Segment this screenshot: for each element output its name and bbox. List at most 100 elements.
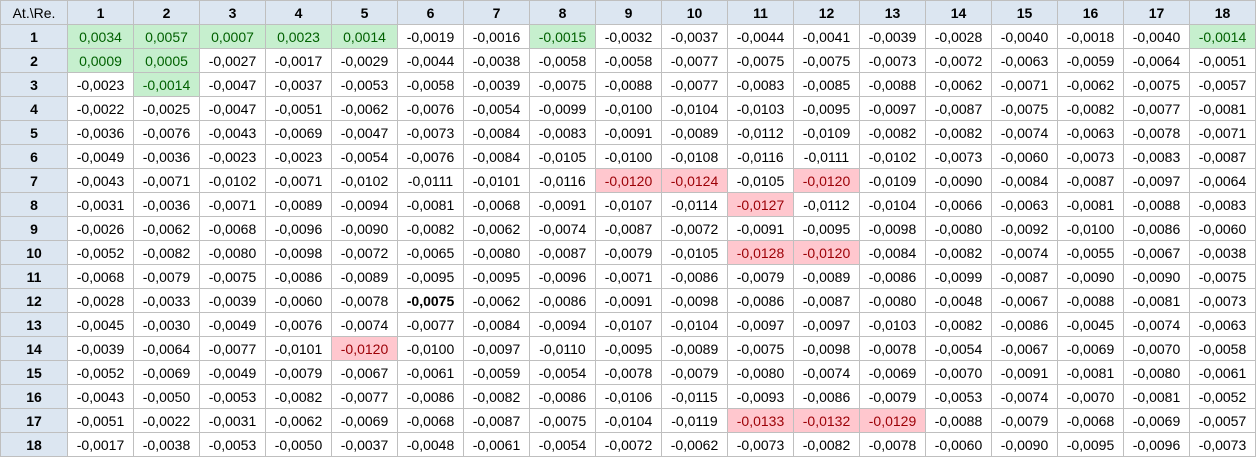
grid-cell[interactable]: -0,0080 bbox=[463, 240, 530, 265]
row-header-18[interactable]: 18 bbox=[0, 432, 68, 457]
grid-cell[interactable]: -0,0075 bbox=[529, 408, 596, 433]
grid-cell[interactable]: -0,0086 bbox=[793, 384, 860, 409]
row-header-15[interactable]: 15 bbox=[0, 360, 68, 385]
grid-cell[interactable]: -0,0077 bbox=[1123, 96, 1190, 121]
grid-cell[interactable]: -0,0081 bbox=[1123, 288, 1190, 313]
grid-cell[interactable]: -0,0100 bbox=[595, 96, 662, 121]
grid-cell[interactable]: -0,0087 bbox=[1057, 168, 1124, 193]
grid-cell[interactable]: -0,0052 bbox=[1189, 384, 1256, 409]
grid-cell[interactable]: -0,0058 bbox=[1189, 336, 1256, 361]
grid-cell[interactable]: -0,0036 bbox=[67, 120, 134, 145]
column-header-11[interactable]: 11 bbox=[727, 0, 794, 25]
grid-cell[interactable]: -0,0077 bbox=[397, 312, 464, 337]
grid-cell[interactable]: -0,0063 bbox=[1057, 120, 1124, 145]
grid-cell[interactable]: -0,0057 bbox=[1189, 408, 1256, 433]
grid-cell[interactable]: -0,0071 bbox=[1189, 120, 1256, 145]
grid-cell[interactable]: -0,0083 bbox=[1189, 192, 1256, 217]
column-header-14[interactable]: 14 bbox=[925, 0, 992, 25]
grid-cell[interactable]: -0,0069 bbox=[331, 408, 398, 433]
grid-cell[interactable]: -0,0072 bbox=[595, 432, 662, 457]
grid-cell[interactable]: -0,0049 bbox=[67, 144, 134, 169]
column-header-10[interactable]: 10 bbox=[661, 0, 728, 25]
grid-cell[interactable]: -0,0067 bbox=[991, 288, 1058, 313]
grid-cell[interactable]: -0,0079 bbox=[133, 264, 200, 289]
grid-cell[interactable]: -0,0097 bbox=[727, 312, 794, 337]
grid-cell[interactable]: -0,0069 bbox=[265, 120, 332, 145]
grid-cell[interactable]: -0,0124 bbox=[661, 168, 728, 193]
grid-cell[interactable]: -0,0062 bbox=[331, 96, 398, 121]
grid-cell[interactable]: -0,0069 bbox=[1057, 336, 1124, 361]
grid-cell[interactable]: -0,0070 bbox=[1057, 384, 1124, 409]
grid-cell[interactable]: -0,0073 bbox=[859, 48, 926, 73]
grid-cell[interactable]: -0,0128 bbox=[727, 240, 794, 265]
row-header-16[interactable]: 16 bbox=[0, 384, 68, 409]
grid-cell[interactable]: -0,0037 bbox=[265, 72, 332, 97]
grid-cell[interactable]: -0,0086 bbox=[859, 264, 926, 289]
grid-cell[interactable]: -0,0104 bbox=[595, 408, 662, 433]
grid-cell[interactable]: -0,0041 bbox=[793, 24, 860, 49]
grid-cell[interactable]: -0,0058 bbox=[397, 72, 464, 97]
grid-cell[interactable]: -0,0120 bbox=[595, 168, 662, 193]
grid-cell[interactable]: -0,0075 bbox=[397, 288, 464, 313]
grid-cell[interactable]: 0,0014 bbox=[331, 24, 398, 49]
grid-cell[interactable]: -0,0095 bbox=[793, 96, 860, 121]
grid-cell[interactable]: -0,0086 bbox=[265, 264, 332, 289]
grid-cell[interactable]: -0,0031 bbox=[67, 192, 134, 217]
grid-cell[interactable]: -0,0082 bbox=[925, 312, 992, 337]
grid-cell[interactable]: -0,0069 bbox=[859, 360, 926, 385]
grid-cell[interactable]: -0,0053 bbox=[331, 72, 398, 97]
grid-cell[interactable]: -0,0044 bbox=[397, 48, 464, 73]
grid-cell[interactable]: -0,0098 bbox=[265, 240, 332, 265]
grid-cell[interactable]: -0,0028 bbox=[925, 24, 992, 49]
grid-cell[interactable]: -0,0071 bbox=[199, 192, 266, 217]
grid-cell[interactable]: -0,0090 bbox=[1057, 264, 1124, 289]
row-header-17[interactable]: 17 bbox=[0, 408, 68, 433]
grid-cell[interactable]: -0,0077 bbox=[199, 336, 266, 361]
grid-cell[interactable]: -0,0127 bbox=[727, 192, 794, 217]
grid-cell[interactable]: -0,0052 bbox=[67, 240, 134, 265]
grid-cell[interactable]: -0,0054 bbox=[463, 96, 530, 121]
grid-cell[interactable]: -0,0049 bbox=[199, 360, 266, 385]
grid-cell[interactable]: -0,0015 bbox=[529, 24, 596, 49]
grid-cell[interactable]: -0,0048 bbox=[397, 432, 464, 457]
grid-cell[interactable]: -0,0078 bbox=[331, 288, 398, 313]
grid-cell[interactable]: -0,0075 bbox=[793, 48, 860, 73]
grid-cell[interactable]: -0,0079 bbox=[727, 264, 794, 289]
grid-cell[interactable]: -0,0040 bbox=[1123, 24, 1190, 49]
grid-cell[interactable]: -0,0063 bbox=[991, 48, 1058, 73]
grid-cell[interactable]: -0,0080 bbox=[925, 216, 992, 241]
grid-cell[interactable]: -0,0061 bbox=[463, 432, 530, 457]
grid-cell[interactable]: -0,0039 bbox=[463, 72, 530, 97]
grid-cell[interactable]: -0,0082 bbox=[925, 240, 992, 265]
grid-cell[interactable]: -0,0101 bbox=[463, 168, 530, 193]
grid-cell[interactable]: -0,0088 bbox=[859, 72, 926, 97]
column-header-17[interactable]: 17 bbox=[1123, 0, 1190, 25]
grid-cell[interactable]: -0,0107 bbox=[595, 192, 662, 217]
grid-cell[interactable]: -0,0085 bbox=[793, 72, 860, 97]
grid-cell[interactable]: -0,0053 bbox=[199, 432, 266, 457]
grid-cell[interactable]: -0,0093 bbox=[727, 384, 794, 409]
grid-cell[interactable]: -0,0030 bbox=[133, 312, 200, 337]
grid-cell[interactable]: -0,0086 bbox=[529, 384, 596, 409]
grid-cell[interactable]: -0,0052 bbox=[67, 360, 134, 385]
grid-cell[interactable]: -0,0112 bbox=[727, 120, 794, 145]
grid-cell[interactable]: -0,0073 bbox=[397, 120, 464, 145]
grid-cell[interactable]: -0,0114 bbox=[661, 192, 728, 217]
grid-cell[interactable]: -0,0017 bbox=[265, 48, 332, 73]
grid-cell[interactable]: -0,0086 bbox=[727, 288, 794, 313]
grid-cell[interactable]: -0,0062 bbox=[925, 72, 992, 97]
grid-cell[interactable]: -0,0081 bbox=[397, 192, 464, 217]
grid-cell[interactable]: -0,0062 bbox=[463, 216, 530, 241]
grid-cell[interactable]: -0,0133 bbox=[727, 408, 794, 433]
grid-cell[interactable]: -0,0050 bbox=[133, 384, 200, 409]
column-header-8[interactable]: 8 bbox=[529, 0, 596, 25]
grid-cell[interactable]: -0,0105 bbox=[661, 240, 728, 265]
grid-cell[interactable]: -0,0096 bbox=[529, 264, 596, 289]
grid-cell[interactable]: -0,0080 bbox=[199, 240, 266, 265]
grid-cell[interactable]: -0,0061 bbox=[1189, 360, 1256, 385]
grid-cell[interactable]: -0,0106 bbox=[595, 384, 662, 409]
grid-cell[interactable]: -0,0103 bbox=[727, 96, 794, 121]
grid-cell[interactable]: -0,0095 bbox=[1057, 432, 1124, 457]
grid-cell[interactable]: -0,0014 bbox=[133, 72, 200, 97]
grid-cell[interactable]: -0,0074 bbox=[793, 360, 860, 385]
